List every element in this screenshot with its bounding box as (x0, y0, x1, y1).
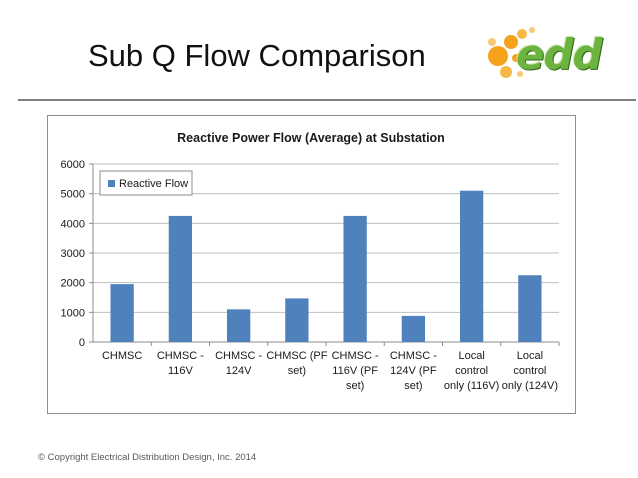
x-tick-label: CHMSC -124V (PF set) (390, 350, 437, 392)
y-tick-label: 0 (79, 337, 85, 349)
chart-legend: Reactive Flow (99, 170, 193, 196)
bar (285, 298, 309, 342)
y-tick-label: 4000 (61, 218, 85, 230)
bar (226, 309, 251, 342)
bar (518, 275, 542, 342)
y-tick-label: 1000 (61, 307, 85, 319)
x-tick-label: CHMSC -124V (215, 350, 262, 377)
slide-title: Sub Q Flow Comparison (88, 38, 426, 73)
chart-title: Reactive Power Flow (Average) at Substat… (177, 131, 445, 145)
y-tick-label: 6000 (61, 159, 85, 171)
logo-text: edd (516, 30, 603, 79)
copyright-footer: © Copyright Electrical Distribution Desi… (38, 452, 257, 463)
bar (110, 284, 134, 342)
bar (401, 315, 426, 342)
title-divider (18, 99, 636, 101)
x-tick-label: CHMSC -116V (157, 350, 204, 377)
y-tick-label: 2000 (61, 278, 85, 290)
edd-logo: edd (484, 26, 626, 86)
x-tick-label: CHMSC (PF set) (266, 350, 327, 377)
chart-frame: Reactive Power Flow (Average) at Substat… (47, 115, 576, 414)
legend-label: Reactive Flow (119, 178, 188, 190)
x-tick-label: Local control only (116V) (444, 350, 499, 392)
logo-dots-icon (488, 27, 535, 78)
x-tick-label: CHMSC -116V (PF set) (332, 350, 379, 392)
x-tick-label: CHMSC (102, 350, 142, 362)
bar-chart: Reactive Power Flow (Average) at Substat… (61, 131, 560, 392)
bar (168, 215, 193, 342)
legend-swatch (108, 180, 115, 187)
y-tick-label: 3000 (61, 248, 85, 260)
bar (343, 215, 367, 342)
y-tick-label: 5000 (61, 189, 85, 201)
bar (459, 190, 484, 342)
x-tick-label: Local control only (124V) (502, 350, 558, 392)
